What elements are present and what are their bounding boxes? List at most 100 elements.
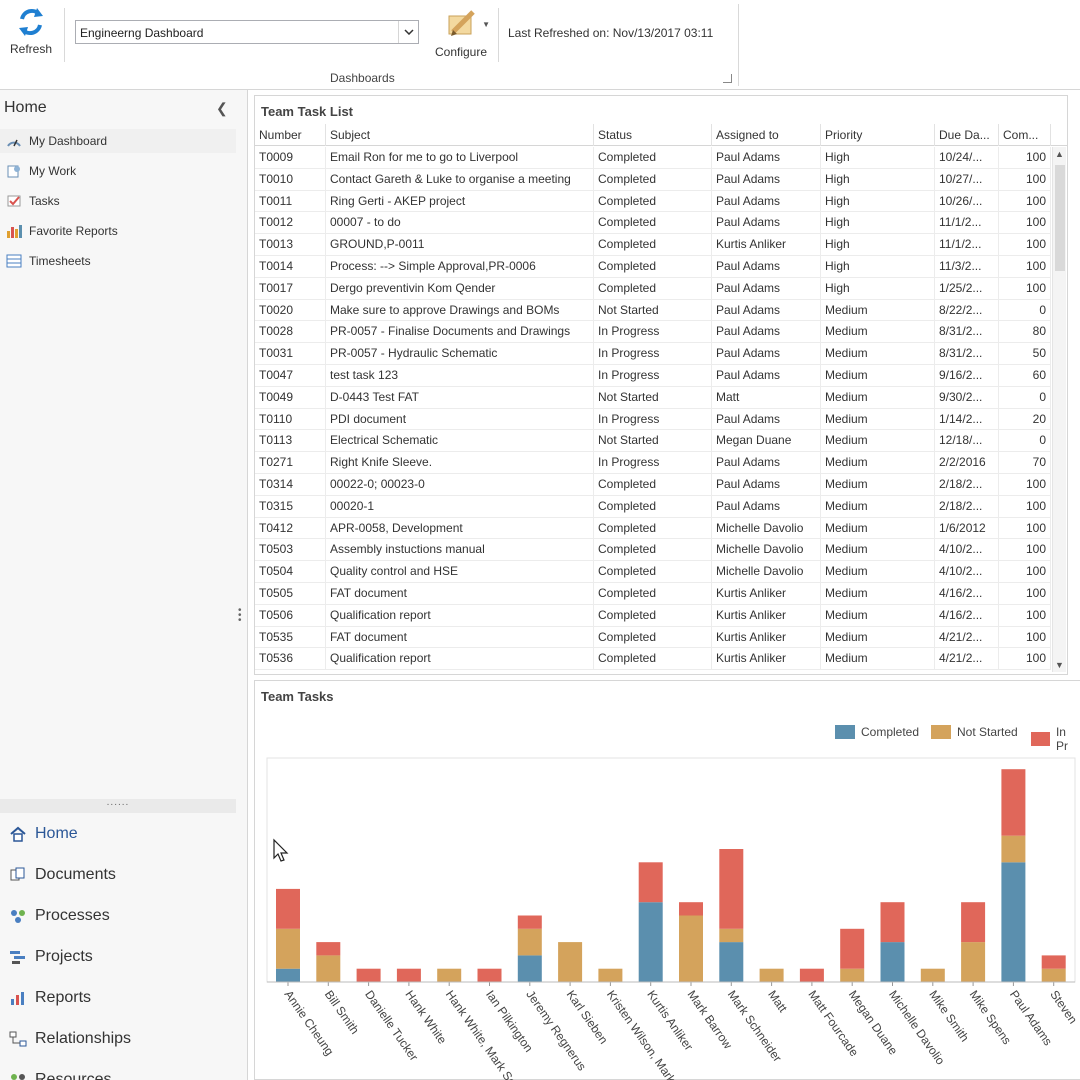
bar-segment-completed[interactable] bbox=[880, 942, 905, 982]
configure-button[interactable]: ▼ Configure bbox=[428, 8, 494, 66]
dashboard-select[interactable]: Engineerng Dashboard bbox=[75, 20, 419, 44]
column-header-number[interactable]: Number bbox=[255, 124, 326, 146]
cell-status: In Progress bbox=[594, 365, 712, 386]
table-row[interactable]: T0315 00020-1 Completed Paul Adams Medium 2/1… bbox=[255, 495, 1051, 518]
nav-item-projects[interactable]: Projects bbox=[8, 942, 238, 972]
table-row[interactable]: T0506 Qualification report Completed Kurtis… bbox=[255, 604, 1051, 627]
bar-segment-in-progress[interactable] bbox=[517, 915, 542, 929]
bar-segment-in-progress[interactable] bbox=[840, 928, 865, 969]
sidebar-item-my-dashboard[interactable]: My Dashboard bbox=[0, 129, 236, 153]
scroll-up-icon[interactable]: ▲ bbox=[1055, 149, 1064, 159]
bar-segment-not-started[interactable] bbox=[558, 942, 583, 982]
table-row[interactable]: T0049 D-0443 Test FAT Not Started Matt Mediu… bbox=[255, 386, 1051, 409]
table-row[interactable]: T0012 00007 - to do Completed Paul Adams Hig… bbox=[255, 212, 1051, 235]
bar-segment-in-progress[interactable] bbox=[1041, 955, 1066, 969]
bar-segment-in-progress[interactable] bbox=[638, 862, 663, 903]
table-row[interactable]: T0412 APR-0058, Development Completed Miche… bbox=[255, 517, 1051, 540]
bar-segment-completed[interactable] bbox=[517, 955, 542, 982]
table-row[interactable]: T0314 00022-0; 00023-0 Completed Paul Adams… bbox=[255, 474, 1051, 496]
cell-complete: 100 bbox=[999, 604, 1051, 626]
sidebar-item-tasks[interactable]: Tasks bbox=[0, 189, 236, 213]
table-row[interactable]: T0014 Process: --> Simple Approval,PR-000… bbox=[255, 256, 1051, 278]
bar-segment-not-started[interactable] bbox=[276, 928, 300, 969]
bar-segment-in-progress[interactable] bbox=[477, 968, 502, 982]
bar-segment-not-started[interactable] bbox=[1041, 968, 1066, 982]
bar-segment-in-progress[interactable] bbox=[719, 849, 744, 929]
bar-segment-completed[interactable] bbox=[276, 968, 300, 982]
sidebar-item-favorite-reports[interactable]: Favorite Reports bbox=[0, 219, 236, 243]
bar-segment-in-progress[interactable] bbox=[880, 902, 905, 943]
cell-assigned-to: Paul Adams bbox=[712, 343, 821, 365]
table-row[interactable]: T0009 Email Ron for me to go to Liverpool… bbox=[255, 147, 1051, 169]
column-header-subject[interactable]: Subject bbox=[326, 124, 594, 146]
bar-segment-not-started[interactable] bbox=[517, 928, 542, 956]
nav-item-home[interactable]: Home bbox=[8, 819, 238, 849]
bar-segment-in-progress[interactable] bbox=[396, 968, 421, 982]
bar-segment-not-started[interactable] bbox=[679, 915, 703, 983]
bar-segment-not-started[interactable] bbox=[719, 928, 744, 943]
bar-segment-not-started[interactable] bbox=[437, 968, 462, 982]
table-row[interactable]: T0535 FAT document Completed Kurtis Anliker… bbox=[255, 626, 1051, 649]
nav-item-documents[interactable]: Documents bbox=[8, 860, 238, 890]
bar-segment-not-started[interactable] bbox=[316, 955, 341, 982]
table-row[interactable]: T0011 Ring Gerti - AKEP project Completed P… bbox=[255, 190, 1051, 213]
table-row[interactable]: T0017 Dergo preventivin Kom Qender Complet… bbox=[255, 277, 1051, 300]
refresh-button[interactable]: Refresh bbox=[4, 6, 58, 66]
column-header-due-date[interactable]: Due Da... bbox=[935, 124, 999, 146]
bar-segment-in-progress[interactable] bbox=[1001, 769, 1026, 836]
column-header-complete[interactable]: Com... bbox=[999, 124, 1051, 146]
configure-dropdown-icon[interactable]: ▼ bbox=[482, 20, 490, 29]
nav-item-reports[interactable]: Reports bbox=[8, 983, 238, 1013]
bar-segment-completed[interactable] bbox=[719, 942, 744, 982]
bar-segment-completed[interactable] bbox=[1001, 862, 1026, 982]
cell-complete: 70 bbox=[999, 452, 1051, 474]
bar-segment-in-progress[interactable] bbox=[316, 942, 341, 956]
bar-segment-in-progress[interactable] bbox=[276, 888, 300, 929]
bar-segment-in-progress[interactable] bbox=[356, 968, 381, 982]
sidebar-item-timesheets[interactable]: Timesheets bbox=[0, 249, 236, 273]
table-row[interactable]: T0031 PR-0057 - Hydraulic Schematic In Pro… bbox=[255, 343, 1051, 365]
table-row[interactable]: T0047 test task 123 In Progress Paul Adams M… bbox=[255, 365, 1051, 387]
table-row[interactable]: T0020 Make sure to approve Drawings and B… bbox=[255, 299, 1051, 322]
table-row[interactable]: T0113 Electrical Schematic Not Started Mega… bbox=[255, 430, 1051, 453]
table-row[interactable]: T0504 Quality control and HSE Completed Mic… bbox=[255, 561, 1051, 583]
column-header-priority[interactable]: Priority bbox=[821, 124, 935, 146]
cell-priority: High bbox=[821, 190, 935, 212]
cell-assigned-to: Paul Adams bbox=[712, 277, 821, 299]
column-header-status[interactable]: Status bbox=[594, 124, 712, 146]
bar-segment-not-started[interactable] bbox=[1001, 835, 1026, 863]
sidebar-item-my-work[interactable]: My Work bbox=[0, 159, 236, 183]
dialog-launcher-icon[interactable] bbox=[723, 74, 732, 83]
scroll-down-icon[interactable]: ▼ bbox=[1055, 660, 1064, 670]
splitter-grip-icon[interactable]: • • • bbox=[238, 605, 242, 626]
column-header-assigned-to[interactable]: Assigned to bbox=[712, 124, 821, 146]
scrollbar-thumb[interactable] bbox=[1055, 165, 1065, 271]
bar-segment-not-started[interactable] bbox=[961, 942, 986, 982]
bar-segment-in-progress[interactable] bbox=[961, 902, 986, 943]
bar-segment-in-progress[interactable] bbox=[799, 968, 824, 982]
bar-segment-completed[interactable] bbox=[638, 902, 663, 982]
bar-segment-not-started[interactable] bbox=[840, 968, 865, 982]
table-row[interactable]: T0110 PDI document In Progress Paul Adams Me… bbox=[255, 408, 1051, 431]
vertical-scrollbar[interactable]: ▲ ▼ bbox=[1052, 147, 1066, 672]
table-row[interactable]: T0503 Assembly instuctions manual Complete… bbox=[255, 539, 1051, 562]
bar-segment-not-started[interactable] bbox=[759, 968, 784, 982]
table-row[interactable]: T0028 PR-0057 - Finalise Documents and Dr… bbox=[255, 321, 1051, 344]
nav-item-relationships[interactable]: Relationships bbox=[8, 1024, 238, 1054]
table-row[interactable]: T0010 Contact Gareth & Luke to organise a… bbox=[255, 168, 1051, 191]
table-row[interactable]: T0536 Qualification report Completed Kurtis… bbox=[255, 648, 1051, 671]
table-row[interactable]: T0271 Right Knife Sleeve. In Progress Paul … bbox=[255, 452, 1051, 474]
nav-item-processes[interactable]: Processes bbox=[8, 901, 238, 931]
nav-item-resources[interactable]: Resources bbox=[8, 1065, 238, 1080]
cell-number: T0535 bbox=[255, 626, 326, 648]
bar-segment-not-started[interactable] bbox=[920, 968, 945, 982]
bar-segment-in-progress[interactable] bbox=[679, 902, 703, 916]
navigation-pane-splitter[interactable]: ...... bbox=[0, 798, 236, 813]
collapse-icon[interactable]: ❮ bbox=[216, 100, 228, 116]
table-row[interactable]: T0013 GROUND,P-0011 Completed Kurtis Anlike… bbox=[255, 234, 1051, 256]
x-axis-tick-label: Mike Spens bbox=[967, 988, 1014, 1047]
chevron-down-icon[interactable] bbox=[398, 21, 418, 43]
nav-item-label: Processes bbox=[35, 907, 110, 924]
table-row[interactable]: T0505 FAT document Completed Kurtis Anliker… bbox=[255, 583, 1051, 605]
bar-segment-not-started[interactable] bbox=[598, 968, 623, 982]
